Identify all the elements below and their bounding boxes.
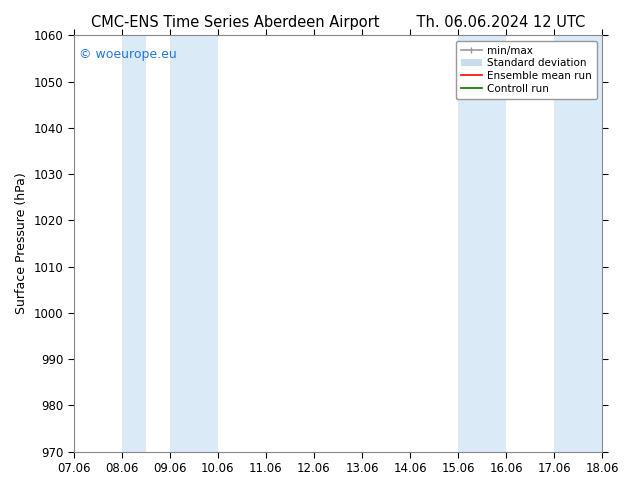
Bar (458, 35, 506, 452)
Title: CMC-ENS Time Series Aberdeen Airport        Th. 06.06.2024 12 UTC: CMC-ENS Time Series Aberdeen Airport Th.… (91, 15, 585, 30)
Y-axis label: Surface Pressure (hPa): Surface Pressure (hPa) (15, 172, 28, 314)
Text: © woeurope.eu: © woeurope.eu (79, 48, 177, 61)
Bar (170, 35, 218, 452)
Legend: min/max, Standard deviation, Ensemble mean run, Controll run: min/max, Standard deviation, Ensemble me… (456, 41, 597, 99)
Bar (122, 35, 146, 452)
Bar (554, 35, 602, 452)
